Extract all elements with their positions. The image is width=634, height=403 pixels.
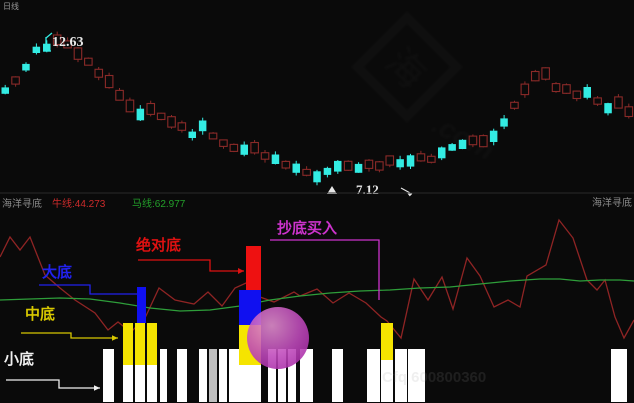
svg-text:Cfq 600800360: Cfq 600800360 [382, 369, 486, 386]
svg-text:抄底买入: 抄底买入 [277, 219, 337, 237]
svg-text:大底: 大底 [42, 263, 72, 281]
svg-text:7.12: 7.12 [356, 182, 379, 197]
svg-text:中底: 中底 [25, 305, 55, 323]
svg-text:牛线:44.273: 牛线:44.273 [52, 197, 106, 210]
svg-text:日线: 日线 [3, 1, 19, 11]
svg-text:12.63: 12.63 [52, 35, 84, 50]
svg-text:小底: 小底 [4, 350, 34, 368]
svg-text:马线:62.977: 马线:62.977 [132, 197, 186, 210]
svg-text:海洋寻底: 海洋寻底 [2, 197, 42, 210]
svg-text:绝对底: 绝对底 [136, 236, 181, 254]
svg-text:海洋寻底: 海洋寻底 [592, 196, 632, 209]
